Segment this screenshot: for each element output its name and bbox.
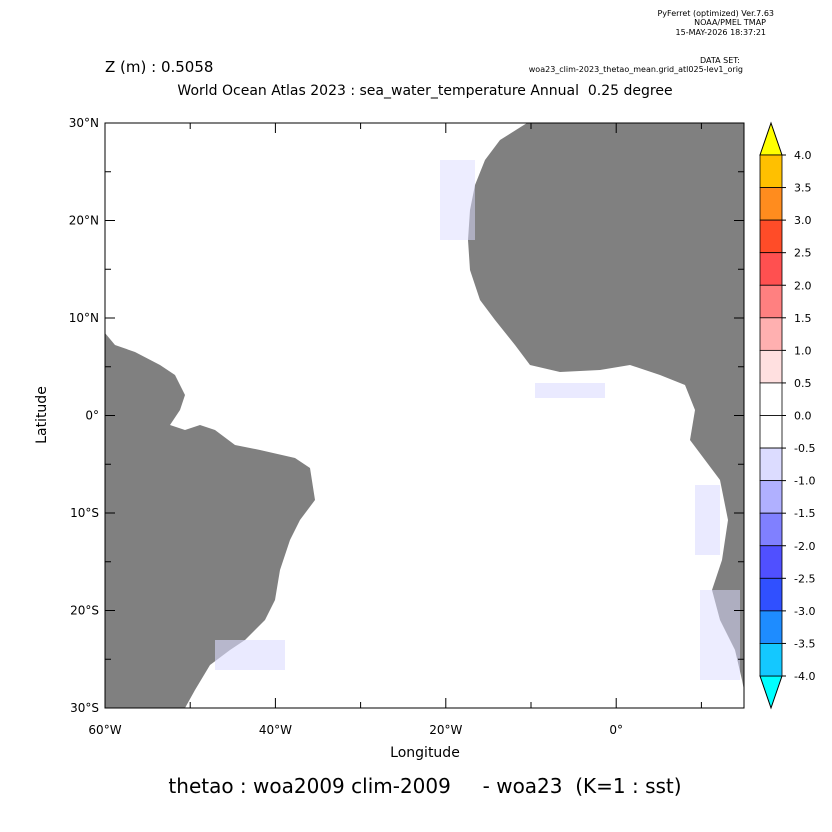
anomaly-patch <box>215 640 285 670</box>
colorbar-box <box>759 219 783 254</box>
land <box>105 123 744 708</box>
anomaly-patch <box>695 485 720 555</box>
colorbar-label: -4.0 <box>794 670 815 683</box>
colorbar-label: -1.5 <box>794 507 815 520</box>
colorbar-label: -2.0 <box>794 540 815 553</box>
colorbar-label: 2.0 <box>794 279 812 292</box>
depth-label: Z (m) : 0.5058 <box>105 58 213 76</box>
colorbar-label: 3.0 <box>794 214 812 227</box>
colorbar-box <box>759 512 783 547</box>
x-tick-label: 60°W <box>88 723 121 737</box>
y-tick-label: 20°S <box>70 604 99 618</box>
colorbar-under <box>759 675 783 710</box>
y-tick-label: 30°N <box>69 116 99 130</box>
colorbar-box <box>759 643 783 677</box>
colorbar-label: 1.5 <box>794 312 812 325</box>
colorbar-label: -0.5 <box>794 442 815 455</box>
colorbar-box <box>759 447 783 482</box>
colorbar-label: 2.5 <box>794 247 812 260</box>
caption: thetao : woa2009 clim-2009 - woa23 (K=1 … <box>168 774 681 798</box>
x-tick-label: 20°W <box>429 723 462 737</box>
colorbar-box <box>759 545 783 579</box>
x-tick-label: 40°W <box>259 723 292 737</box>
plot-area <box>104 122 745 709</box>
colorbar-box <box>759 317 783 351</box>
colorbar-label: -3.0 <box>794 605 815 618</box>
colorbar-label: -3.5 <box>794 637 815 650</box>
colorbar-over <box>759 121 783 156</box>
colorbar-box <box>759 187 783 221</box>
south-america <box>105 333 315 708</box>
y-axis-label: Latitude <box>34 386 50 444</box>
anomaly-patch <box>535 383 605 398</box>
colorbar-box <box>759 154 783 188</box>
colorbar-box <box>759 349 783 384</box>
y-tick-label: 10°N <box>69 311 99 325</box>
colorbar-label: 1.0 <box>794 344 812 357</box>
colorbar-box <box>759 577 783 612</box>
anomaly-patch <box>440 160 475 240</box>
colorbar-label: -1.0 <box>794 475 815 488</box>
dataset-label: DATA SET: <box>700 56 740 65</box>
colorbar-box <box>759 382 783 416</box>
colorbar-box <box>759 415 783 449</box>
colorbar-label: 3.5 <box>794 182 812 195</box>
header-line: PyFerret (optimized) Ver.7.63 <box>657 9 774 18</box>
colorbar-label: 0.0 <box>794 410 812 423</box>
colorbar-box <box>759 480 783 514</box>
y-tick-label: 30°S <box>70 701 99 715</box>
colorbar-label: 0.5 <box>794 377 812 390</box>
chart-title: World Ocean Atlas 2023 : sea_water_tempe… <box>177 83 672 99</box>
anomaly-patches <box>215 160 740 680</box>
colorbar-label: 4.0 <box>794 149 812 162</box>
x-tick-label: 0° <box>609 723 623 737</box>
header-line: 15-MAY-2026 18:37:21 <box>676 28 766 37</box>
anomaly-patch <box>700 590 740 680</box>
x-axis-label: Longitude <box>390 745 460 761</box>
africa <box>468 123 744 690</box>
colorbar-box <box>759 610 783 644</box>
y-tick-label: 10°S <box>70 506 99 520</box>
y-tick-label: 0° <box>85 409 99 423</box>
y-tick-label: 20°N <box>69 214 99 228</box>
colorbar-label: -2.5 <box>794 572 815 585</box>
colorbar-box <box>759 284 783 319</box>
header-line: NOAA/PMEL TMAP <box>694 18 766 27</box>
colorbar-box <box>759 252 783 286</box>
dataset: woa23_clim-2023_thetao_mean.grid_atl025-… <box>529 65 743 74</box>
